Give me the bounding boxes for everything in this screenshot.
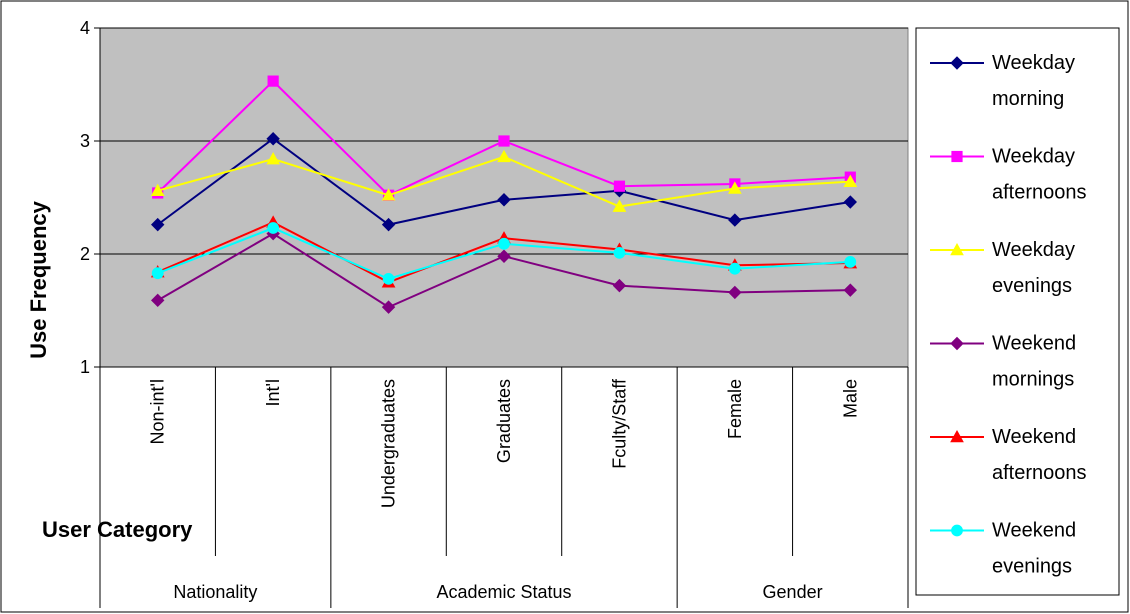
data-point <box>151 267 164 280</box>
legend-box <box>915 27 1120 596</box>
x-group-label: Nationality <box>173 582 257 602</box>
x-category-label: Graduates <box>494 379 514 463</box>
data-point <box>498 237 510 250</box>
legend-label: morning <box>992 88 1064 110</box>
legend-marker <box>951 150 963 163</box>
data-point <box>151 217 165 232</box>
y-tick-label: 4 <box>80 18 90 38</box>
legend-label: afternoons <box>992 462 1087 484</box>
x-category-label: Male <box>840 379 860 418</box>
x-category-label: Int'l <box>263 379 283 406</box>
legend-label: Weekend <box>992 333 1076 355</box>
y-tick-label: 3 <box>80 131 90 151</box>
data-point <box>612 278 627 293</box>
y-tick-label: 1 <box>80 357 90 377</box>
data-point <box>151 293 165 308</box>
data-point <box>728 213 742 227</box>
data-point <box>150 183 165 197</box>
data-point <box>497 193 511 207</box>
legend-label: Weekday <box>992 146 1075 168</box>
y-axis-title: Use Frequency <box>26 200 51 358</box>
legend-label: afternoons <box>992 182 1087 204</box>
data-point <box>266 132 280 146</box>
data-point <box>612 199 627 212</box>
data-point <box>497 249 511 263</box>
data-point <box>498 135 510 147</box>
legend-marker <box>950 336 964 351</box>
legend-marker <box>951 524 963 537</box>
legend-marker <box>950 242 964 256</box>
data-point <box>843 174 858 187</box>
data-point <box>497 149 511 163</box>
data-point <box>843 195 857 209</box>
x-category-label: Undergraduates <box>379 379 399 508</box>
data-point <box>843 283 857 297</box>
data-point <box>728 262 741 275</box>
x-category-label: Fculty/Staff <box>609 378 629 469</box>
data-point <box>381 188 396 201</box>
legend-label: Weekend <box>992 426 1076 448</box>
x-axis-title: User Category <box>42 517 193 542</box>
x-category-label: Female <box>725 379 745 439</box>
data-point <box>381 300 396 314</box>
y-tick-label: 2 <box>80 244 90 264</box>
data-point <box>728 181 742 194</box>
data-point <box>728 285 742 300</box>
data-point <box>266 152 280 165</box>
legend-marker <box>950 429 964 443</box>
x-group-label: Gender <box>763 582 823 602</box>
x-category-label: Non-int'l <box>148 379 168 444</box>
data-point <box>613 246 626 259</box>
data-point <box>267 75 279 87</box>
data-point <box>267 222 280 234</box>
legend-label: Weekend <box>992 520 1076 542</box>
legend-label: evenings <box>992 275 1072 297</box>
legend-marker <box>950 56 964 70</box>
legend-label: Weekday <box>992 239 1075 261</box>
data-point <box>381 217 396 232</box>
data-point <box>382 272 395 285</box>
legend-label: mornings <box>992 369 1074 391</box>
data-point <box>613 180 626 192</box>
x-group-label: Academic Status <box>436 582 571 602</box>
legend-label: Weekday <box>992 52 1075 74</box>
data-point <box>844 256 857 268</box>
legend-label: evenings <box>992 556 1072 578</box>
